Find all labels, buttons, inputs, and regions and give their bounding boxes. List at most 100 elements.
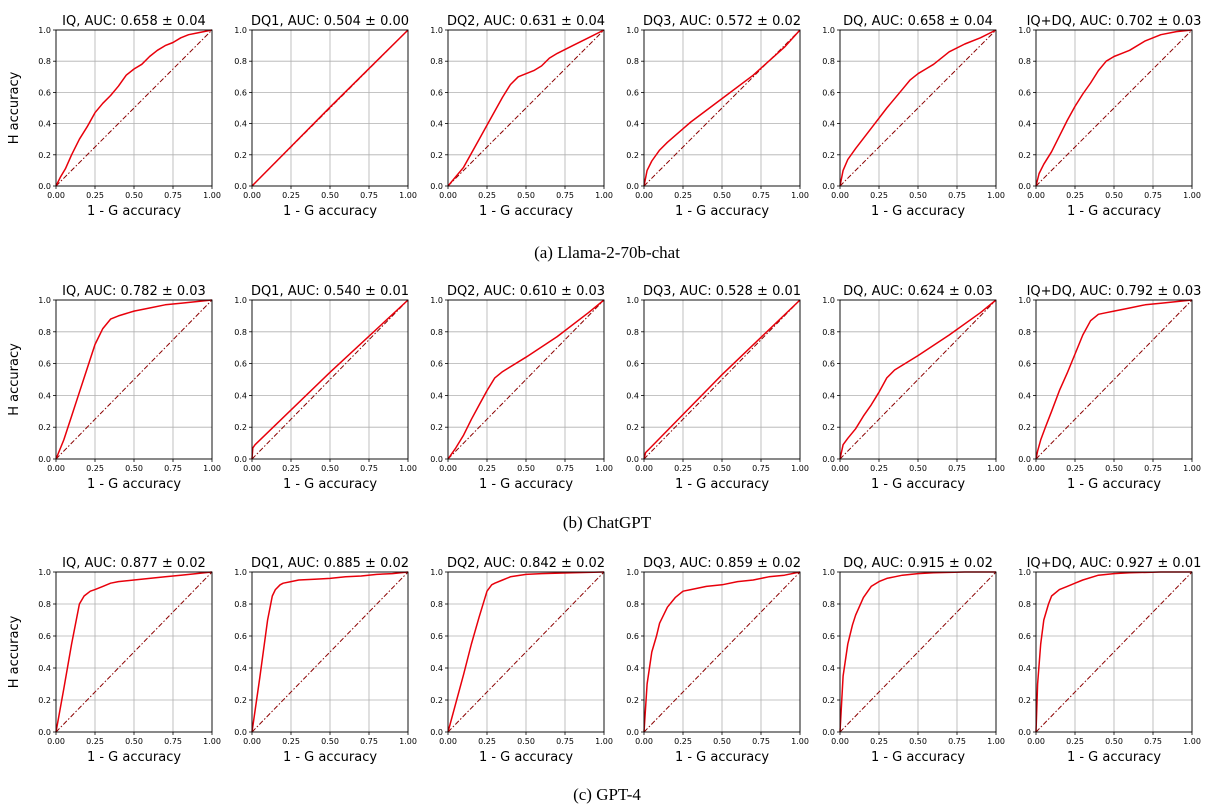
x-tick-label: 1.00 (987, 737, 1005, 746)
y-axis-label: H accuracy (7, 71, 22, 144)
y-tick-label: 1.0 (1018, 568, 1031, 577)
x-tick-label: 0.50 (1105, 464, 1123, 473)
random-baseline (839, 299, 997, 460)
y-tick-label: 0.2 (626, 696, 639, 705)
y-tick-label: 0.2 (38, 696, 51, 705)
roc-curve (447, 29, 605, 187)
y-tick-label: 0.8 (1018, 600, 1031, 609)
random-baseline (447, 571, 605, 733)
panel-title: DQ1, AUC: 0.885 ± 0.02 (251, 556, 409, 571)
x-axis-label: 1 - G accuracy (283, 477, 377, 492)
roc-panel: DQ, AUC: 0.915 ± 0.02 0.00 0.25 0.50 0.75 1.0… (822, 556, 1005, 765)
x-tick-label: 1.00 (203, 191, 221, 200)
y-tick-label: 0.0 (38, 455, 51, 464)
panel-title: DQ3, AUC: 0.572 ± 0.02 (643, 14, 801, 29)
y-tick-label: 0.6 (1018, 88, 1031, 97)
y-tick-label: 0.4 (430, 120, 443, 129)
x-axis-label: 1 - G accuracy (87, 204, 181, 219)
roc-curve (643, 29, 801, 187)
roc-panel: DQ1, AUC: 0.540 ± 0.01 0.00 0.25 0.50 0.75 1.… (234, 284, 417, 492)
x-tick-label: 0.00 (47, 191, 65, 200)
roc-panel: IQ+DQ, AUC: 0.702 ± 0.03 0.00 0.25 0.50 0.75… (1018, 14, 1201, 219)
roc-panel: DQ, AUC: 0.658 ± 0.04 0.00 0.25 0.50 0.75 1.0… (822, 14, 1005, 219)
random-baseline (643, 299, 801, 460)
x-tick-label: 0.75 (752, 191, 770, 200)
x-tick-label: 0.00 (635, 464, 653, 473)
panel-title: DQ3, AUC: 0.859 ± 0.02 (643, 556, 801, 571)
panel-title: DQ2, AUC: 0.631 ± 0.04 (447, 14, 605, 29)
y-tick-label: 0.2 (1018, 151, 1031, 160)
row-caption: (c) GPT-4 (573, 785, 641, 804)
chart-row-0: IQ, AUC: 0.658 ± 0.04 0.00 0.25 0.50 0.75 1.0… (7, 14, 1201, 262)
y-tick-label: 0.0 (38, 182, 51, 191)
y-tick-label: 0.4 (234, 391, 247, 400)
y-tick-label: 0.8 (38, 600, 51, 609)
random-baseline (1035, 299, 1193, 460)
x-tick-label: 0.00 (439, 464, 457, 473)
row-caption: (a) Llama-2-70b-chat (534, 243, 680, 262)
y-tick-label: 0.2 (822, 151, 835, 160)
y-tick-label: 0.4 (822, 664, 835, 673)
x-tick-label: 0.00 (635, 737, 653, 746)
y-tick-label: 0.6 (234, 632, 247, 641)
y-tick-label: 0.0 (1018, 182, 1031, 191)
y-tick-label: 1.0 (626, 568, 639, 577)
x-tick-label: 0.50 (321, 737, 339, 746)
x-tick-label: 0.50 (125, 464, 143, 473)
x-axis-label: 1 - G accuracy (871, 477, 965, 492)
y-tick-label: 0.0 (822, 455, 835, 464)
y-tick-label: 1.0 (822, 26, 835, 35)
y-tick-label: 0.4 (430, 664, 443, 673)
y-tick-label: 0.4 (234, 120, 247, 129)
roc-panel: DQ1, AUC: 0.504 ± 0.00 0.00 0.25 0.50 0.75 1.… (234, 14, 417, 219)
x-tick-label: 0.75 (1144, 464, 1162, 473)
y-tick-label: 0.0 (234, 182, 247, 191)
x-tick-label: 0.25 (478, 737, 496, 746)
roc-curve (251, 571, 409, 733)
random-baseline (1035, 571, 1193, 733)
y-tick-label: 0.2 (234, 151, 247, 160)
random-baseline (251, 571, 409, 733)
roc-curve (1035, 299, 1193, 460)
x-tick-label: 0.75 (948, 191, 966, 200)
y-tick-label: 0.6 (822, 360, 835, 369)
y-tick-label: 0.4 (1018, 120, 1031, 129)
chart-row-2: IQ, AUC: 0.877 ± 0.02 0.00 0.25 0.50 0.75 1.0… (7, 556, 1201, 804)
y-tick-label: 1.0 (822, 296, 835, 305)
x-tick-label: 0.00 (831, 464, 849, 473)
y-tick-label: 0.2 (234, 696, 247, 705)
x-tick-label: 0.25 (86, 737, 104, 746)
roc-panel: IQ+DQ, AUC: 0.792 ± 0.03 0.00 0.25 0.50 0.75… (1018, 284, 1201, 492)
panel-title: IQ, AUC: 0.782 ± 0.03 (62, 284, 206, 299)
y-tick-label: 0.8 (626, 57, 639, 66)
x-tick-label: 1.00 (987, 191, 1005, 200)
x-tick-label: 0.00 (439, 191, 457, 200)
x-tick-label: 0.25 (870, 464, 888, 473)
x-axis-label: 1 - G accuracy (283, 204, 377, 219)
roc-curve (1035, 571, 1192, 733)
roc-panel: DQ3, AUC: 0.572 ± 0.02 0.00 0.25 0.50 0.75 1.… (626, 14, 809, 219)
y-tick-label: 0.6 (626, 360, 639, 369)
x-tick-label: 0.50 (909, 464, 927, 473)
x-tick-label: 0.00 (243, 737, 261, 746)
y-tick-label: 0.6 (822, 632, 835, 641)
x-tick-label: 0.50 (321, 464, 339, 473)
roc-curve (643, 299, 801, 460)
x-tick-label: 1.00 (399, 464, 417, 473)
y-tick-label: 0.4 (822, 391, 835, 400)
roc-panel: DQ, AUC: 0.624 ± 0.03 0.00 0.25 0.50 0.75 1.0… (822, 284, 1005, 492)
y-tick-label: 0.4 (1018, 664, 1031, 673)
y-tick-label: 0.8 (38, 328, 51, 337)
x-tick-label: 0.50 (713, 191, 731, 200)
x-tick-label: 1.00 (791, 191, 809, 200)
y-tick-label: 0.4 (626, 664, 639, 673)
x-tick-label: 0.25 (1066, 191, 1084, 200)
y-axis-label: H accuracy (7, 343, 22, 416)
y-tick-label: 0.4 (38, 120, 51, 129)
y-tick-label: 0.2 (430, 696, 443, 705)
roc-panel: DQ2, AUC: 0.610 ± 0.03 0.00 0.25 0.50 0.75 1.… (430, 284, 613, 492)
y-tick-label: 0.6 (38, 88, 51, 97)
roc-panel: DQ2, AUC: 0.631 ± 0.04 0.00 0.25 0.50 0.75 1.… (430, 14, 613, 219)
x-tick-label: 0.75 (556, 191, 574, 200)
